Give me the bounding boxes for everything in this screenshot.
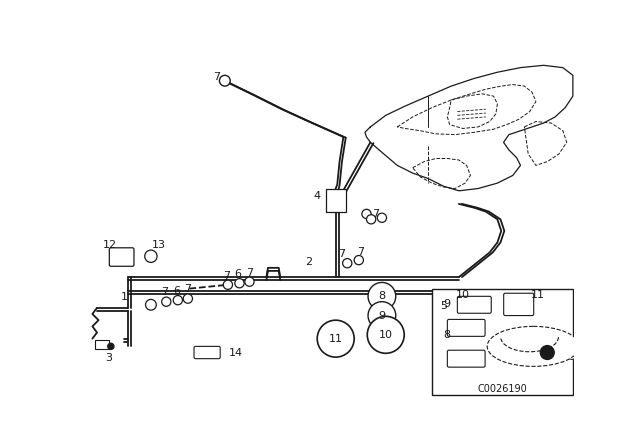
FancyBboxPatch shape	[447, 319, 485, 336]
Text: 14: 14	[228, 348, 243, 358]
Text: 1: 1	[120, 292, 127, 302]
Circle shape	[235, 279, 244, 288]
FancyBboxPatch shape	[109, 248, 134, 266]
FancyBboxPatch shape	[458, 296, 492, 313]
Text: 8: 8	[444, 330, 451, 340]
Text: 7: 7	[356, 247, 364, 258]
Circle shape	[223, 280, 232, 289]
Circle shape	[145, 299, 156, 310]
Circle shape	[540, 345, 554, 359]
FancyBboxPatch shape	[447, 350, 485, 367]
Circle shape	[368, 282, 396, 310]
Text: 7: 7	[223, 271, 230, 280]
Text: 9: 9	[378, 310, 385, 321]
Text: 5: 5	[440, 302, 447, 311]
Text: 7: 7	[161, 288, 168, 297]
Text: 6: 6	[234, 269, 241, 279]
Circle shape	[245, 277, 254, 286]
Circle shape	[173, 296, 182, 305]
Circle shape	[108, 343, 114, 349]
Circle shape	[568, 352, 576, 359]
Text: 12: 12	[103, 240, 117, 250]
Circle shape	[145, 250, 157, 263]
Text: 9: 9	[444, 299, 451, 309]
Circle shape	[367, 215, 376, 224]
Text: 13: 13	[152, 240, 166, 250]
FancyBboxPatch shape	[504, 293, 534, 315]
Circle shape	[342, 258, 352, 268]
Text: C0026190: C0026190	[477, 383, 527, 394]
Text: 7: 7	[212, 72, 220, 82]
Circle shape	[317, 320, 354, 357]
Circle shape	[367, 316, 404, 353]
FancyBboxPatch shape	[194, 346, 220, 359]
Circle shape	[354, 255, 364, 265]
Text: 2: 2	[305, 257, 312, 267]
Circle shape	[378, 213, 387, 222]
Text: 10: 10	[379, 330, 393, 340]
Text: 11: 11	[531, 290, 545, 300]
Text: 10: 10	[456, 290, 470, 300]
Text: 7: 7	[372, 209, 380, 219]
Circle shape	[368, 302, 396, 329]
Text: 7: 7	[184, 284, 191, 294]
Circle shape	[362, 209, 371, 219]
Text: 11: 11	[329, 334, 342, 344]
Text: 6: 6	[173, 286, 180, 296]
Circle shape	[162, 297, 171, 306]
Text: 7: 7	[246, 268, 253, 278]
Circle shape	[183, 294, 193, 303]
Bar	[432, 289, 573, 395]
Bar	[326, 189, 346, 211]
Text: 8: 8	[378, 291, 385, 302]
Text: 4: 4	[314, 191, 321, 201]
Ellipse shape	[487, 326, 580, 366]
Bar	[95, 340, 109, 349]
Text: 7: 7	[339, 249, 346, 259]
Text: 3: 3	[105, 353, 112, 363]
Circle shape	[220, 75, 230, 86]
